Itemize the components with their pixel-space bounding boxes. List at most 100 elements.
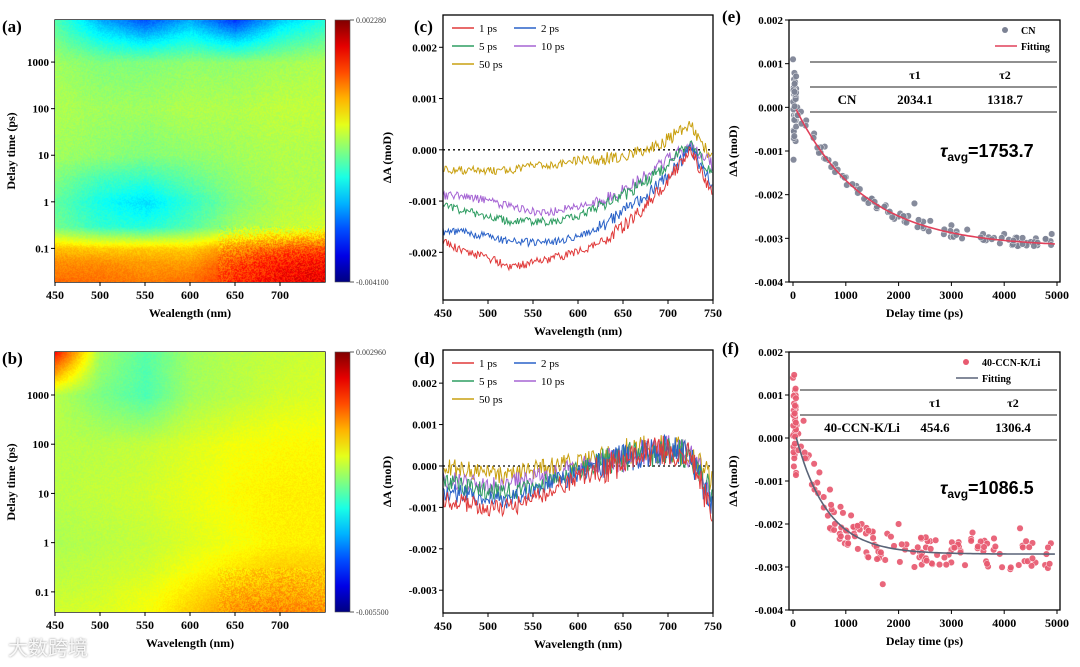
data-point: [1047, 241, 1055, 249]
y-tick-label: 0.002: [758, 347, 783, 359]
data-point: [956, 548, 965, 557]
x-axis-label: Wavelength (nm): [146, 636, 234, 650]
data-point: [791, 102, 799, 110]
y-tick-label: -0.003: [409, 585, 438, 597]
x-tick-label: 1000: [834, 288, 858, 302]
y-tick-label: 0.002: [758, 15, 783, 27]
data-point: [873, 555, 881, 563]
data-point: [790, 371, 798, 379]
table-header-tau1: τ1: [929, 396, 941, 410]
x-tick-label: 3000: [939, 288, 963, 302]
table-header-tau1: τ1: [909, 68, 921, 82]
tau-symbol: τ: [940, 141, 949, 161]
data-point: [791, 409, 799, 417]
y-tick-label: -0.002: [755, 190, 784, 202]
data-point: [915, 216, 923, 224]
y-tick-label: 10: [38, 488, 50, 500]
x-axis-label: Wavelength (nm): [534, 324, 622, 338]
legend-label: 10 ps: [541, 41, 565, 53]
legend-label: 1 ps: [479, 23, 497, 35]
legend-label: 5 ps: [479, 41, 497, 53]
data-point: [879, 580, 887, 588]
heatmap-b: [55, 352, 325, 612]
y-tick-label: -0.001: [755, 476, 783, 488]
panel-label: (c): [414, 17, 433, 36]
data-point: [950, 544, 958, 552]
y-tick-label: 0.002: [412, 42, 437, 54]
data-point: [881, 556, 889, 564]
tau-subscript: avg: [947, 487, 968, 501]
y-tick-label: 0.001: [412, 420, 437, 432]
data-point: [895, 520, 903, 528]
data-point: [1015, 561, 1023, 569]
x-axis-label: Wavelength (nm): [534, 637, 622, 651]
spectrum-line-1ps: [442, 146, 713, 272]
data-point: [968, 529, 977, 537]
x-tick-label: 500: [479, 306, 497, 320]
y-tick-label: 0.1: [35, 243, 49, 255]
x-tick-label: 500: [479, 619, 497, 633]
legend-label: Fitting: [1021, 42, 1050, 53]
legend-label: 1 ps: [479, 358, 497, 370]
x-axis-label: Delay time (ps): [886, 634, 963, 648]
spectrum-line-10ps: [442, 141, 713, 217]
x-tick-label: 700: [271, 618, 289, 632]
x-tick-label: 500: [91, 618, 109, 632]
x-tick-label: 650: [614, 306, 632, 320]
data-point: [998, 563, 1006, 571]
y-tick-label: -0.003: [755, 233, 784, 245]
legend-label: 50 ps: [479, 394, 503, 406]
table-cell: 1318.7: [987, 92, 1023, 107]
data-point: [820, 493, 828, 501]
data-point: [940, 553, 948, 562]
data-point: [967, 537, 975, 545]
x-tick-label: 450: [46, 288, 64, 302]
y-tick-label: 1: [44, 538, 50, 550]
x-tick-label: 700: [271, 288, 289, 302]
data-point: [869, 534, 877, 542]
x-tick-label: 4000: [992, 616, 1016, 630]
table-cell: 1306.4: [995, 420, 1031, 435]
data-point: [1007, 563, 1015, 572]
data-point: [925, 227, 933, 235]
y-tick-label: 100: [33, 104, 50, 116]
spectrum-line-2ps: [442, 143, 713, 248]
table-header-tau2: τ2: [1007, 396, 1019, 410]
data-point: [1022, 537, 1030, 545]
y-tick-label: -0.002: [409, 544, 438, 556]
x-tick-label: 600: [181, 618, 199, 632]
spectrum-line-5ps: [442, 140, 713, 228]
panel-label: (b): [2, 349, 23, 368]
data-point: [1044, 543, 1052, 552]
x-tick-label: 600: [569, 619, 587, 633]
watermark: 大数跨境: [8, 636, 88, 660]
data-point: [800, 417, 808, 425]
data-point: [865, 527, 873, 535]
data-point: [792, 72, 800, 80]
data-point: [791, 80, 799, 88]
legend-marker: [1002, 27, 1008, 33]
data-point: [1019, 543, 1027, 551]
data-point: [958, 234, 966, 242]
x-tick-label: 700: [659, 306, 677, 320]
table-cell: 454.6: [920, 420, 950, 435]
y-tick-label: 0.000: [758, 433, 783, 445]
tau-value: =1753.7: [968, 141, 1034, 161]
tau-avg-label: τavg=1086.5: [940, 478, 1034, 501]
y-axis-label: ΔA (moD): [380, 456, 394, 507]
data-point: [790, 454, 798, 462]
data-point: [826, 486, 834, 494]
y-tick-label: -0.001: [409, 196, 437, 208]
data-point: [1016, 524, 1024, 532]
y-tick-label: -0.004: [755, 277, 784, 289]
colorbar-min-label: -0.005500: [356, 608, 389, 617]
y-tick-label: 1: [44, 197, 50, 209]
spectrum-line-50ps: [442, 120, 713, 176]
legend-marker: [963, 359, 969, 365]
x-tick-label: 0: [790, 616, 796, 630]
data-point: [844, 539, 852, 547]
data-point: [836, 503, 845, 511]
legend-label: Fitting: [982, 374, 1011, 385]
data-point: [830, 526, 838, 534]
